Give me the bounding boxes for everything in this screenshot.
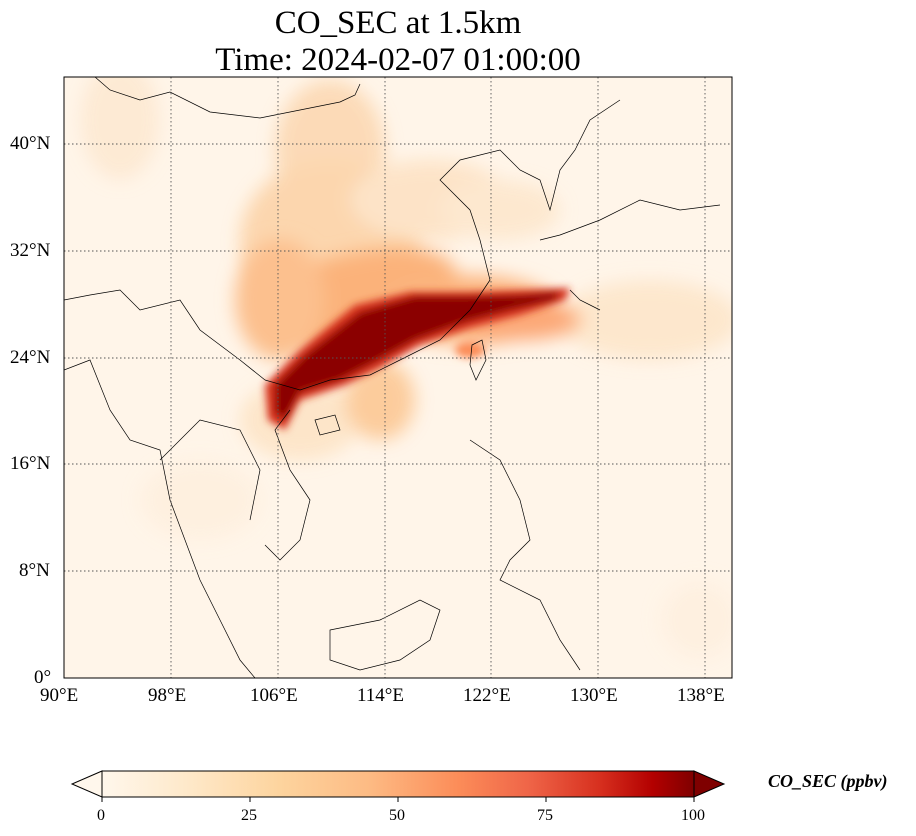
- lon-tick-label: 114°E: [357, 685, 404, 706]
- lat-tick-label: 24°N: [10, 347, 51, 368]
- colorbar-extend-low: [70, 770, 103, 798]
- colorbar-tick-label: 75: [537, 807, 553, 824]
- colorbar-tick-label: 100: [681, 807, 705, 824]
- colorbar-extend-high: [693, 770, 726, 798]
- map-frame: [63, 76, 733, 679]
- lon-tick-label: 138°E: [677, 685, 725, 706]
- colorbar-tick-label: 25: [241, 807, 257, 824]
- map-title-line1: CO_SEC at 1.5km: [274, 5, 522, 41]
- colorbar: [70, 770, 726, 802]
- colorbar-gradient: [102, 771, 694, 797]
- lon-tick-label: 98°E: [148, 685, 187, 706]
- map-title-line2: Time: 2024-02-07 01:00:00: [215, 42, 581, 78]
- co-concentration-field: [80, 77, 732, 660]
- colorbar-tick-label: 0: [97, 807, 105, 824]
- lon-tick-label: 130°E: [570, 685, 618, 706]
- colorbar-tick-label: 50: [389, 807, 405, 824]
- lon-tick-label: 122°E: [463, 685, 511, 706]
- lon-tick-label: 90°E: [40, 685, 79, 706]
- lat-tick-label: 8°N: [19, 560, 50, 581]
- colorbar-label: CO_SEC (ppbv): [768, 771, 888, 791]
- coastlines: [64, 77, 721, 678]
- lon-tick-label: 106°E: [250, 685, 298, 706]
- lat-tick-label: 0°: [34, 667, 52, 688]
- lat-tick-label: 40°N: [10, 133, 51, 154]
- lat-tick-label: 16°N: [10, 453, 51, 474]
- gridlines: [64, 77, 732, 678]
- lat-tick-label: 32°N: [10, 240, 51, 261]
